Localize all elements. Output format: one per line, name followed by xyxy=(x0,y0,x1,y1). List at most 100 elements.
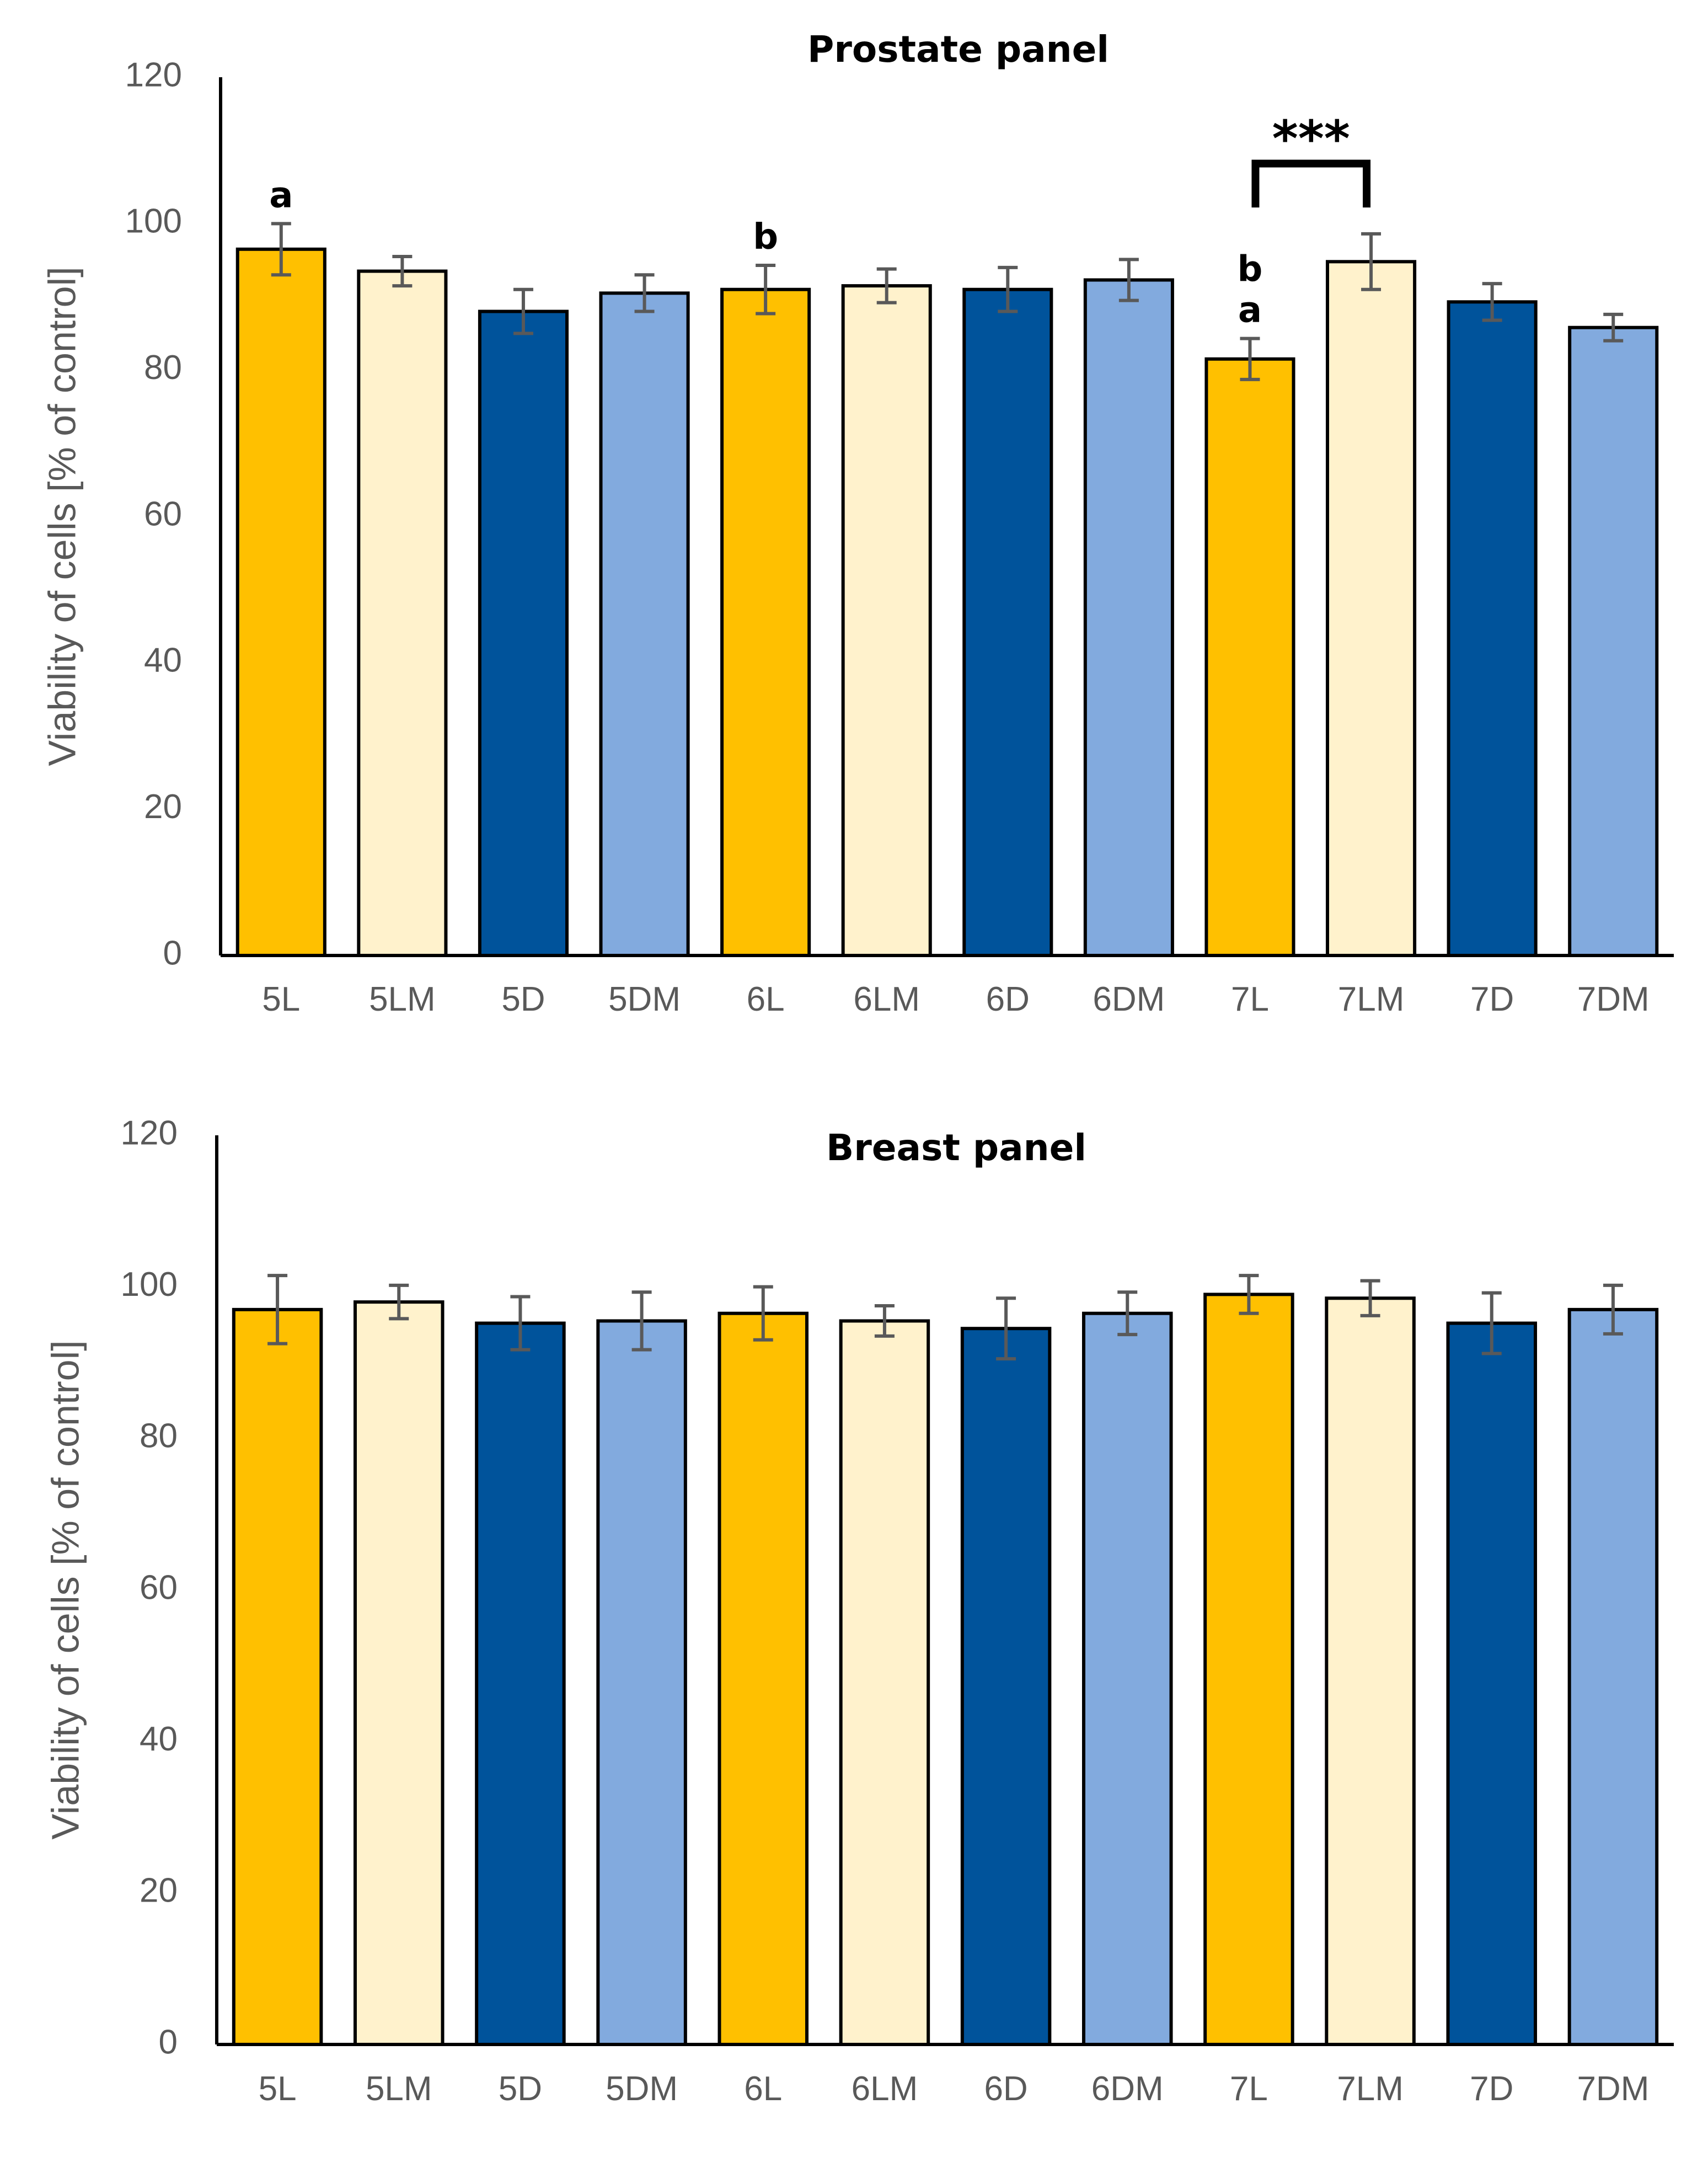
error-bar-6DM xyxy=(1118,258,1139,302)
error-bar-7D xyxy=(1481,1291,1502,1355)
x-tick-label-5LM: 5LM xyxy=(366,2070,432,2108)
y-tick-label: 120 xyxy=(121,1114,178,1152)
x-tick-label-7D: 7D xyxy=(1470,980,1514,1018)
y-tick-label: 20 xyxy=(140,1872,178,1910)
y-axis-label: Viability of cells [% of control] xyxy=(44,1340,87,1839)
bar-5L xyxy=(235,247,326,957)
bar-7D xyxy=(1446,1321,1538,2046)
error-bar-6L xyxy=(753,1285,773,1342)
x-tick-label-6LM: 6LM xyxy=(853,980,920,1018)
bar-6LM xyxy=(841,284,932,957)
x-tick-label-6LM: 6LM xyxy=(852,2070,918,2108)
annotation-7L: b xyxy=(1238,249,1263,290)
y-tick-label: 100 xyxy=(121,1266,178,1304)
bar-5LM xyxy=(353,1300,445,2046)
y-tick-label: 40 xyxy=(144,642,182,680)
error-bar-7D xyxy=(1482,282,1502,322)
x-tick-label-5D: 5D xyxy=(501,980,545,1018)
bar-5D xyxy=(475,1321,566,2046)
x-tick-label-5DM: 5DM xyxy=(606,2070,678,2108)
y-tick-label: 80 xyxy=(140,1417,178,1455)
bar-7L xyxy=(1204,357,1295,957)
error-bar-5D xyxy=(513,287,533,335)
error-bar-6L xyxy=(756,263,776,316)
x-tick-label-5D: 5D xyxy=(499,2070,542,2108)
bar-7LM xyxy=(1325,260,1417,958)
y-tick-label: 20 xyxy=(144,788,182,826)
error-bar-5DM xyxy=(634,273,655,313)
y-tick-label: 0 xyxy=(159,2023,178,2061)
error-bar-7DM xyxy=(1603,1283,1623,1336)
significance-bracket xyxy=(1251,159,1371,208)
error-bar-6D xyxy=(996,1296,1016,1361)
bar-6L xyxy=(718,1311,809,2047)
error-bar-5L xyxy=(271,222,291,277)
bar-7L xyxy=(1203,1293,1294,2046)
bar-5D xyxy=(478,309,569,957)
bar-7D xyxy=(1447,300,1538,958)
x-tick-label-7L: 7L xyxy=(1230,2070,1268,2108)
x-tick-label-7D: 7D xyxy=(1470,2070,1513,2108)
bar-5DM xyxy=(599,291,690,957)
x-tick-label-6DM: 6DM xyxy=(1093,980,1165,1018)
annotation-7L: a xyxy=(1238,290,1262,331)
error-bar-5DM xyxy=(631,1290,652,1352)
error-bar-5D xyxy=(510,1295,531,1352)
bar-6DM xyxy=(1083,278,1174,957)
x-tick-label-6DM: 6DM xyxy=(1091,2070,1164,2108)
bar-6DM xyxy=(1081,1311,1173,2047)
x-tick-label-6L: 6L xyxy=(744,2070,782,2108)
y-tick-label: 40 xyxy=(140,1720,178,1758)
x-tick-label-7LM: 7LM xyxy=(1337,2070,1404,2108)
x-tick-label-6L: 6L xyxy=(747,980,785,1018)
chart-title: Breast panel xyxy=(826,1126,1086,1169)
error-bar-6DM xyxy=(1117,1290,1138,1337)
x-tick-label-5L: 5L xyxy=(259,2070,297,2108)
error-bar-7L xyxy=(1240,337,1260,381)
error-bar-7DM xyxy=(1603,312,1624,343)
y-tick-label: 120 xyxy=(125,56,182,94)
y-tick-label: 60 xyxy=(140,1568,178,1606)
error-bar-6D xyxy=(998,265,1018,313)
bar-5L xyxy=(232,1307,323,2046)
bar-6L xyxy=(720,287,811,958)
error-bar-5LM xyxy=(392,255,413,288)
error-bar-5L xyxy=(267,1274,288,1346)
bar-5DM xyxy=(596,1319,687,2046)
x-tick-label-5DM: 5DM xyxy=(608,980,681,1018)
x-tick-label-7DM: 7DM xyxy=(1577,980,1650,1018)
error-bar-7L xyxy=(1239,1274,1259,1315)
x-tick-label-6D: 6D xyxy=(984,2070,1027,2108)
y-axis-label: Viability of cells [% of control] xyxy=(40,266,83,766)
bar-7DM xyxy=(1568,325,1659,957)
x-tick-label-5L: 5L xyxy=(262,980,300,1018)
error-bar-7LM xyxy=(1361,232,1382,291)
annotation-6L: b xyxy=(753,217,778,258)
x-tick-label-6D: 6D xyxy=(986,980,1030,1018)
error-bar-5LM xyxy=(389,1283,409,1321)
y-tick-label: 0 xyxy=(163,934,182,972)
significance-label: *** xyxy=(1272,110,1350,168)
y-tick-label: 100 xyxy=(125,202,182,241)
bar-5LM xyxy=(357,269,448,958)
bar-7DM xyxy=(1567,1307,1659,2046)
bar-7LM xyxy=(1325,1296,1416,2046)
x-tick-label-7LM: 7LM xyxy=(1338,980,1405,1018)
x-tick-label-5LM: 5LM xyxy=(369,980,436,1018)
annotation-5L: a xyxy=(269,175,293,216)
bar-6LM xyxy=(839,1319,930,2046)
error-bar-6LM xyxy=(876,267,897,305)
error-bar-7LM xyxy=(1360,1279,1380,1317)
y-tick-label: 60 xyxy=(144,495,182,533)
chart-1: Breast panel Viability of cells [% of con… xyxy=(44,1114,1674,2108)
chart-title: Prostate panel xyxy=(807,28,1109,71)
bar-6D xyxy=(960,1327,1052,2046)
bar-6D xyxy=(962,287,1053,958)
chart-0: Prostate panel Viability of cells [% of c… xyxy=(40,28,1674,1018)
y-tick-label: 80 xyxy=(144,349,182,387)
error-bar-6LM xyxy=(874,1304,895,1338)
x-tick-label-7L: 7L xyxy=(1231,980,1269,1018)
x-tick-label-7DM: 7DM xyxy=(1577,2070,1649,2108)
